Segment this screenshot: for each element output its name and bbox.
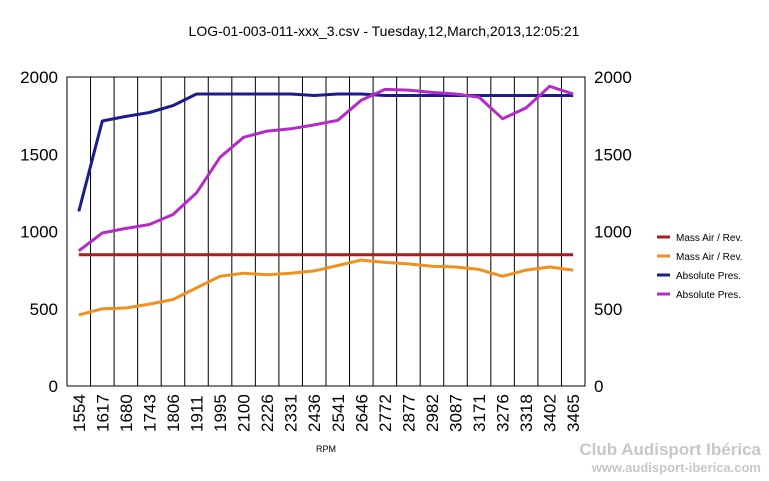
y2-tick-label: 2000 [594, 68, 632, 87]
x-tick-label: 2646 [352, 394, 371, 432]
chart-title: LOG-01-003-011-xxx_3.csv - Tuesday,12,Ma… [189, 23, 580, 39]
x-tick-label: 3465 [564, 394, 583, 432]
plot-area [66, 76, 586, 387]
y-tick-label: 500 [30, 300, 58, 319]
legend-label: Absolute Pres. [676, 271, 741, 282]
watermark-url: www.audisport-iberica.com [591, 460, 761, 475]
y-tick-label: 1500 [20, 145, 58, 164]
x-tick-label: 3402 [541, 394, 560, 432]
x-tick-label: 2100 [235, 394, 254, 432]
y-tick-label: 2000 [20, 68, 58, 87]
y-axis-left: 0 500 1000 1500 2000 [20, 68, 58, 396]
legend-label: Mass Air / Rev. [676, 233, 743, 244]
x-tick-label: 1554 [70, 394, 89, 432]
y-axis-right: 0 500 1000 1500 2000 [594, 68, 632, 396]
x-tick-label: 2331 [282, 394, 301, 432]
y-tick-label: 0 [49, 377, 58, 396]
x-tick-label: 1743 [140, 394, 159, 432]
x-tick-label: 1617 [93, 394, 112, 432]
x-tick-label: 2541 [329, 394, 348, 432]
grid [90, 77, 562, 386]
series-layer [77, 84, 574, 317]
y-tick-label: 1000 [20, 223, 58, 242]
y2-tick-label: 500 [594, 300, 622, 319]
series-line-4 [77, 84, 574, 252]
x-tick-label: 2877 [399, 394, 418, 432]
x-axis: 1554 1617 1680 1743 1806 1911 1995 2100 2226 2331… [70, 394, 583, 432]
series-line-3 [77, 92, 574, 212]
x-tick-label: 1911 [188, 395, 207, 432]
x-tick-label: 2226 [258, 394, 277, 432]
watermark-title: Club Audisport Ibérica [579, 440, 761, 459]
x-axis-label: RPM [316, 444, 336, 454]
y2-tick-label: 0 [594, 377, 603, 396]
watermark: Club Audisport Ibérica www.audisport-ibe… [579, 440, 761, 475]
series-line-2 [78, 258, 574, 317]
x-tick-label: 1806 [164, 394, 183, 432]
legend-label: Absolute Pres. [676, 290, 741, 301]
x-tick-label: 3318 [517, 394, 536, 432]
x-tick-label: 3171 [470, 394, 489, 432]
y2-tick-label: 1000 [594, 223, 632, 242]
x-tick-label: 1995 [211, 394, 230, 432]
x-tick-label: 2772 [376, 394, 395, 432]
x-tick-label: 2982 [423, 394, 442, 432]
x-tick-label: 1680 [117, 394, 136, 432]
x-tick-label: 2436 [305, 394, 324, 432]
x-tick-label: 3276 [494, 394, 513, 432]
y2-tick-label: 1500 [594, 145, 632, 164]
legend: Mass Air / Rev. Mass Air / Rev. Absolute P… [657, 233, 743, 301]
legend-label: Mass Air / Rev. [676, 252, 743, 263]
x-tick-label: 3087 [447, 394, 466, 432]
